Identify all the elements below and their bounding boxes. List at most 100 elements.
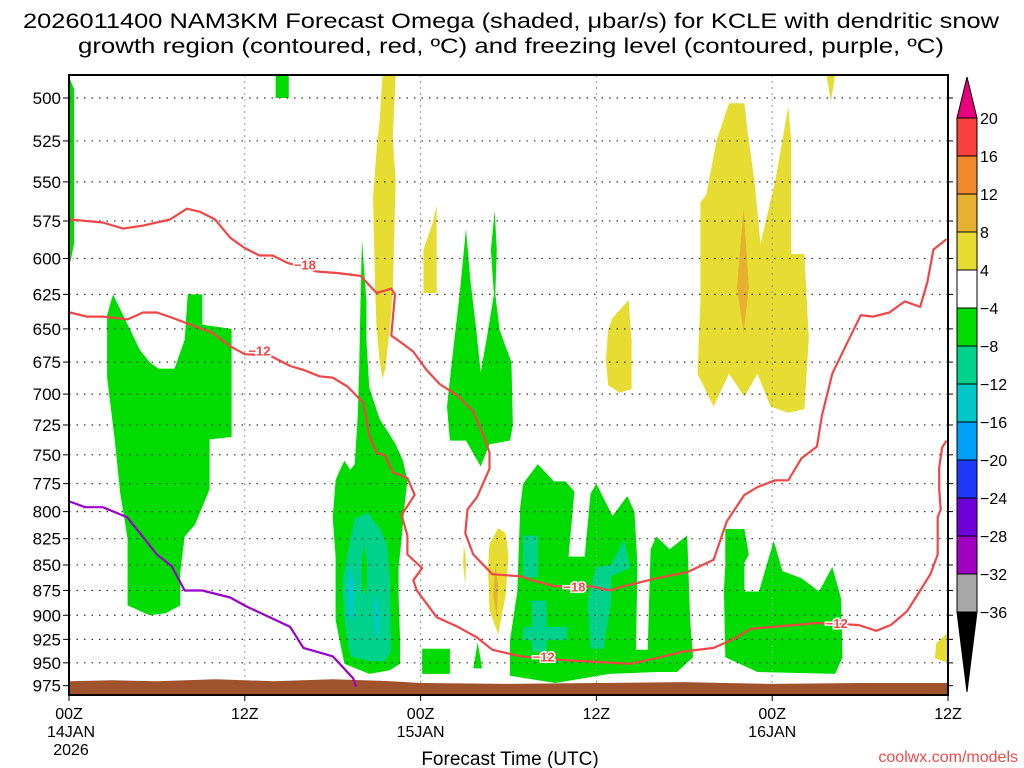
y-tick-label: 750 [33,446,61,465]
colorbar-label: 16 [980,149,998,166]
x-tick-label: 16JAN [748,724,796,741]
y-tick-label: 550 [33,173,61,192]
y-tick-label: 700 [33,385,61,404]
shaded-region-48 [488,528,509,635]
colorbar-bin [956,497,978,537]
credit-text: coolwx.com/models [878,749,1018,766]
plot-frame [68,74,949,696]
shaded-region-m12m8 [523,535,538,578]
x-tick-label: 14JAN [47,724,95,741]
y-tick-label: 725 [33,416,61,435]
colorbar-bin [956,117,978,157]
y-tick-label: 650 [33,320,61,339]
shaded-region-48 [373,75,396,379]
shaded-region-m8m4 [275,75,289,98]
contour-line-1 [69,311,948,665]
shaded-region-48 [697,103,809,413]
colorbar-bin [956,269,978,309]
colorbar-label: 4 [980,263,989,280]
x-axis-label: Forecast Time (UTC) [421,749,598,768]
colorbar-bin [956,345,978,385]
y-tick-label: 900 [33,606,61,625]
contour-label: −18 [563,579,585,594]
shaded-region-812 [737,208,749,333]
shaded-region-m16m12 [373,593,380,640]
shaded-region-m16m12 [347,565,355,621]
shaded-region-m8m4 [362,544,368,596]
shaded-region-812 [493,565,499,616]
shaded-region-m8m4 [473,642,483,669]
shaded-region-48 [826,75,836,102]
colorbar-label: −28 [980,529,1007,546]
colorbar-below-triangle [956,611,978,693]
y-axis-ticks: 500 525 550 575 600 625 650 675 700 725 750 775 800 8… [33,89,953,696]
shaded-region-m12m8 [587,538,631,649]
colorbar-label: −12 [980,377,1007,394]
contour-label: −12 [826,616,848,631]
contour-line-0 [69,207,948,592]
y-tick-label: 975 [33,677,61,696]
colorbar-bin [956,307,978,347]
colorbar-bin [956,155,978,195]
x-tick-label: 2026 [53,742,89,759]
colorbar-bin [956,573,978,613]
colorbar-above-triangle [956,76,978,119]
x-tick-label: 12Z [583,706,611,723]
shaded-region-m8m4 [723,529,843,674]
y-tick-label: 675 [33,353,61,372]
colorbar-bin [956,535,978,575]
shaded-region-48 [423,205,437,293]
shaded-omega-regions [69,75,948,683]
colorbar-label: 12 [980,187,998,204]
y-tick-label: 825 [33,530,61,549]
x-tick-label: 00Z [758,706,786,723]
y-tick-label: 575 [33,212,61,231]
grid-lines [69,75,948,695]
colorbar-bin [956,231,978,271]
shaded-region-m8m4 [107,294,232,616]
shaded-region-48 [463,544,466,586]
x-tick-label: 12Z [231,706,259,723]
colorbar-bin [956,383,978,423]
colorbar-label: 8 [980,225,989,242]
y-tick-label: 925 [33,630,61,649]
contour-line-2 [69,500,358,687]
terrain-surface [69,679,948,695]
y-tick-label: 500 [33,89,61,108]
shaded-region-m8m4 [422,648,450,674]
contour-lines: −18 −18 −12 −12 −12 [69,207,948,687]
y-tick-label: 775 [33,475,61,494]
x-tick-label: 00Z [55,706,83,723]
x-tick-label: 12Z [934,706,962,723]
x-tick-label: 00Z [407,706,435,723]
contour-label: −18 [294,257,316,272]
shaded-region-48 [605,300,632,393]
colorbar-label: −24 [980,491,1007,508]
shaded-region-m12m8 [343,512,392,661]
contour-label: −12 [248,343,270,358]
contour-label: −12 [533,649,555,664]
colorbar-label: −32 [980,567,1007,584]
shaded-region-m8m4 [69,76,75,262]
colorbar-bin [956,459,978,499]
chart-title-line-2: growth region (contoured, red, ºC) and f… [78,35,944,58]
colorbar-bin [956,193,978,233]
colorbar-label: −4 [980,301,998,318]
y-tick-label: 875 [33,581,61,600]
colorbar: 20 16 12 8 4 −4 −8 −12 −16 −20 −24 −28 −32 −36 [956,76,1007,693]
colorbar-bin [956,421,978,461]
colorbar-label: −20 [980,453,1007,470]
y-tick-label: 800 [33,503,61,522]
colorbar-label: −36 [980,605,1007,622]
chart-title-line-1: 2026011400 NAM3KM Forecast Omega (shaded… [23,10,1000,33]
colorbar-label: 20 [980,111,998,128]
y-tick-label: 950 [33,654,61,673]
colorbar-label: −8 [980,339,998,356]
y-tick-label: 625 [33,285,61,304]
y-tick-label: 850 [33,556,61,575]
y-tick-label: 600 [33,249,61,268]
y-tick-label: 525 [33,132,61,151]
shaded-region-48 [934,632,948,663]
